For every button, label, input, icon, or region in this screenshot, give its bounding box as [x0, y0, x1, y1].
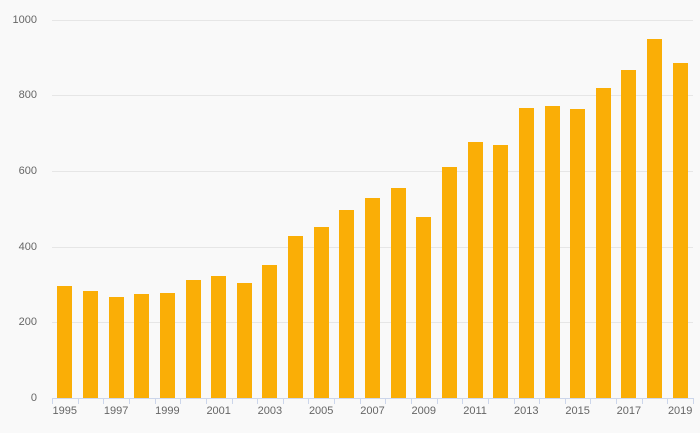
y-axis-label-0: 0: [30, 392, 37, 404]
x-axis-tick: [128, 398, 130, 404]
x-axis-label-2011: 2011: [463, 405, 487, 417]
x-axis-tick: [564, 398, 566, 404]
bar-2014[interactable]: [544, 106, 560, 398]
bar-1997[interactable]: [108, 296, 124, 398]
x-axis-tick: [282, 398, 284, 404]
x-axis-tick: [308, 398, 310, 404]
x-axis-tick: [385, 398, 387, 404]
x-axis-tick: [180, 398, 182, 404]
bar-2004[interactable]: [288, 236, 304, 398]
x-axis-tick: [436, 398, 438, 404]
gridline-800: [52, 95, 693, 97]
bar-2018[interactable]: [647, 38, 662, 398]
x-axis-tick: [52, 398, 53, 404]
x-axis-label-1999: 1999: [155, 405, 180, 417]
x-axis-tick: [513, 398, 515, 404]
bar-2005[interactable]: [313, 227, 329, 398]
y-axis-label-1000: 1000: [12, 13, 37, 26]
bar-2011[interactable]: [467, 142, 483, 398]
x-axis-label-2007: 2007: [360, 405, 385, 417]
x-axis-tick: [590, 398, 592, 404]
bar-1995[interactable]: [57, 285, 73, 398]
y-axis-label-200: 200: [18, 316, 37, 329]
x-axis-tick: [641, 398, 643, 404]
x-axis-tick: [616, 398, 618, 404]
bar-2015[interactable]: [570, 109, 586, 398]
bar-2012[interactable]: [493, 144, 509, 398]
bar-2001[interactable]: [211, 275, 227, 398]
x-axis-tick: [411, 398, 412, 404]
x-axis-tick: [205, 398, 207, 404]
x-axis-tick: [231, 398, 233, 404]
bar-2002[interactable]: [236, 283, 252, 398]
bar-2019[interactable]: [672, 62, 688, 398]
x-axis-tick: [77, 398, 79, 404]
x-axis-label-2005: 2005: [308, 405, 334, 417]
x-axis-tick: [487, 398, 489, 404]
x-axis-label-2015: 2015: [565, 405, 590, 417]
x-axis-label-2013: 2013: [514, 405, 539, 417]
bar-1996[interactable]: [83, 290, 98, 398]
x-axis-line: [52, 398, 694, 399]
x-axis-tick: [667, 398, 669, 404]
bar-1998[interactable]: [134, 294, 150, 398]
bar-2010[interactable]: [441, 166, 457, 398]
x-axis-tick: [154, 398, 156, 404]
bar-1999[interactable]: [159, 292, 175, 398]
x-axis-tick: [334, 398, 335, 404]
bar-2017[interactable]: [621, 70, 637, 398]
bar-2000[interactable]: [185, 280, 201, 398]
x-axis-label-2017: 2017: [616, 405, 642, 417]
gridline-600: [52, 171, 693, 173]
y-axis-label-800: 800: [18, 89, 37, 102]
x-axis-tick: [539, 398, 541, 404]
bar-2008[interactable]: [390, 188, 406, 398]
bar-2003[interactable]: [262, 265, 278, 398]
bar-2009[interactable]: [416, 217, 432, 398]
x-axis-tick: [103, 398, 105, 404]
x-axis-tick: [257, 398, 259, 404]
bar-2007[interactable]: [365, 198, 380, 398]
x-axis-tick: [693, 398, 694, 404]
x-axis-label-2009: 2009: [411, 405, 437, 417]
x-axis-label-2019: 2019: [667, 405, 693, 417]
gridline-1000: [52, 19, 693, 21]
x-axis-tick: [462, 398, 464, 404]
bar-2006[interactable]: [339, 210, 355, 398]
bar-2013[interactable]: [518, 108, 534, 398]
x-axis-label-1997: 1997: [103, 405, 129, 417]
y-axis-label-600: 600: [18, 165, 37, 178]
y-axis-label-400: 400: [18, 240, 37, 253]
x-axis-label-2003: 2003: [257, 405, 283, 417]
x-axis-tick: [359, 398, 361, 404]
x-axis-label-1995: 1995: [52, 405, 78, 417]
x-axis-label-2001: 2001: [206, 405, 231, 417]
bar-2016[interactable]: [595, 88, 611, 398]
